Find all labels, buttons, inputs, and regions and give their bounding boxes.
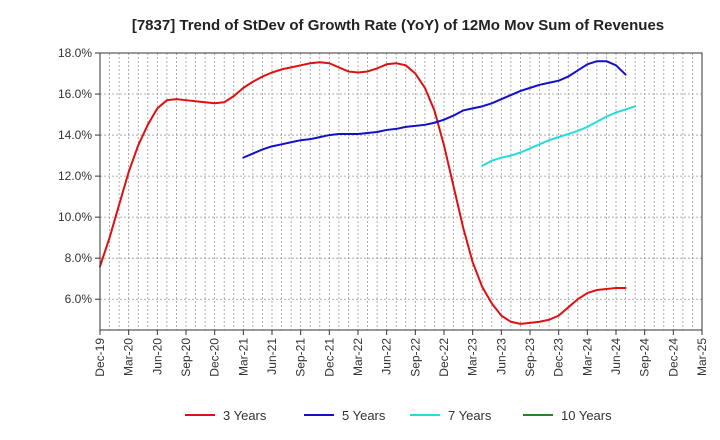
x-tick-label: Sep-21 <box>294 338 308 377</box>
x-tick-label: Jun-20 <box>150 338 164 375</box>
series-lines <box>99 60 637 325</box>
legend-label-5-years: 5 Years <box>342 408 386 423</box>
legend-label-10-years: 10 Years <box>561 408 612 423</box>
x-tick-label: Mar-25 <box>695 338 709 376</box>
y-tick-label: 18.0% <box>58 46 92 60</box>
x-tick-label: Dec-22 <box>437 338 451 377</box>
y-tick-label: 10.0% <box>58 210 92 224</box>
legend-label-7-years: 7 Years <box>448 408 492 423</box>
series-line-3-years <box>99 61 627 325</box>
x-tick-label: Jun-24 <box>609 338 623 375</box>
y-tick-label: 6.0% <box>65 292 93 306</box>
y-tick-label: 12.0% <box>58 169 92 183</box>
y-tick-label: 16.0% <box>58 87 92 101</box>
x-tick-label: Sep-20 <box>179 338 193 377</box>
series-line-7-years <box>481 105 637 167</box>
x-tick-label: Dec-19 <box>93 338 107 377</box>
series-line-5-years <box>242 60 627 159</box>
x-tick-label: Mar-20 <box>122 338 136 376</box>
x-tick-label: Jun-23 <box>494 338 508 375</box>
chart-title: [7837] Trend of StDev of Growth Rate (Yo… <box>132 17 664 34</box>
x-tick-label: Mar-24 <box>580 338 594 376</box>
y-tick-label: 14.0% <box>58 128 92 142</box>
x-tick-label: Dec-20 <box>208 338 222 377</box>
x-tick-label: Dec-23 <box>552 338 566 377</box>
x-tick-label: Mar-23 <box>466 338 480 376</box>
legend-label-3-years: 3 Years <box>223 408 267 423</box>
plot-frame <box>99 52 703 331</box>
x-tick-label: Dec-21 <box>322 338 336 377</box>
y-tick-label: 8.0% <box>65 251 93 265</box>
x-tick-label: Jun-22 <box>380 338 394 375</box>
x-tick-label: Mar-21 <box>236 338 250 376</box>
x-tick-label: Dec-24 <box>666 338 680 377</box>
x-tick-label: Sep-23 <box>523 338 537 377</box>
x-axis: Dec-19 Mar-20 Jun-20 Sep-20 Dec-20 Mar-21 Jun-… <box>93 330 709 377</box>
x-tick-label: Sep-24 <box>638 338 652 377</box>
x-tick-label: Sep-22 <box>408 338 422 377</box>
x-tick-label: Jun-21 <box>265 338 279 375</box>
y-axis: 6.0% 8.0% 10.0% 12.0% 14.0% 16.0% 18.0% <box>58 46 100 306</box>
legend: 3 Years 5 Years 7 Years 10 Years <box>185 408 612 423</box>
x-tick-label: Mar-22 <box>351 338 365 376</box>
